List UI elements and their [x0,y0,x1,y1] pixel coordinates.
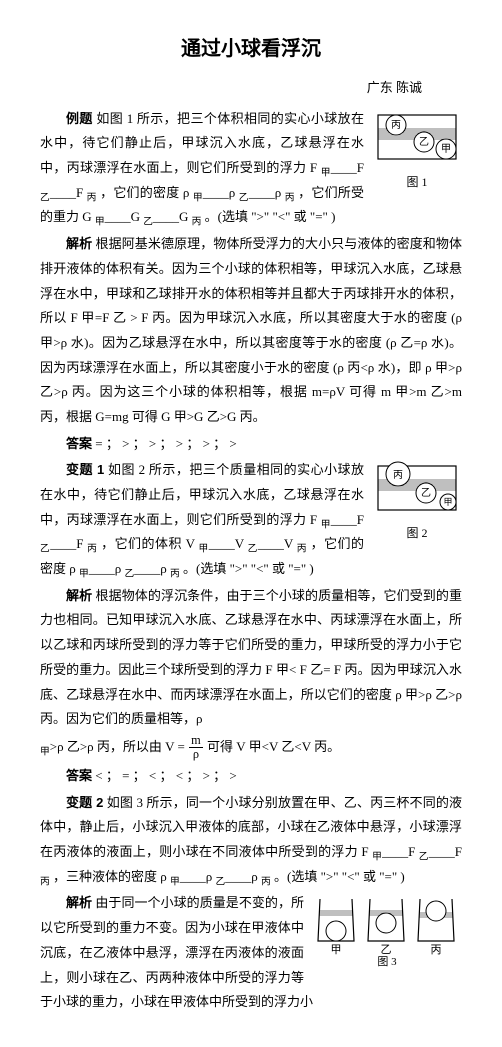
figure-2-svg: 丙 乙 甲 [372,460,462,522]
bianshi2-para: 变题 2 如图 3 所示，同一个小球分别放置在甲、乙、丙三杯不同的液体中，静止后… [40,791,462,890]
figure-1-caption: 图 1 [406,175,427,189]
liti-label: 例题 [66,111,93,126]
figure-1: 丙 乙 甲 图 1 [372,109,462,194]
jiexi-label-3: 解析 [66,895,92,910]
svg-text:图 3: 图 3 [377,955,397,967]
bianshi1-label: 变题 1 [66,462,104,477]
figure-3-svg: 甲 乙 丙 图 3 [312,893,462,967]
svg-text:甲: 甲 [443,497,452,507]
svg-text:乙: 乙 [381,943,392,956]
svg-text:乙: 乙 [421,487,431,499]
figure-1-svg: 丙 乙 甲 [372,109,462,171]
figure-2: 丙 乙 甲 图 2 [372,460,462,545]
svg-text:甲: 甲 [331,944,342,956]
fraction-m-rho: mρ [189,734,203,762]
figure-3: 甲 乙 丙 图 3 [312,893,462,967]
bianshi2-label: 变题 2 [66,795,103,810]
svg-text:丙: 丙 [431,944,442,956]
svg-text:丙: 丙 [391,120,401,131]
figure-2-caption: 图 2 [406,526,427,540]
svg-text:乙: 乙 [419,136,429,148]
svg-text:甲: 甲 [441,144,451,155]
jiexi-label-2: 解析 [66,588,92,603]
svg-text:丙: 丙 [393,470,403,481]
jiexi-label-1: 解析 [66,236,92,251]
daan1: 答案 = ； > ； > ； > ； > ； > [40,432,462,457]
jiexi1-para: 解析 根据阿基米德原理，物体所受浮力的大小只与液体的密度和物体排开液体的体积有关… [40,232,462,430]
daan2: 答案 < ； = ； < ； < ； > ； > [40,764,462,789]
jiexi2b-para: 甲>ρ 乙>ρ 丙，所以由 V = mρ 可得 V 甲<V 乙<V 丙。 [40,734,462,762]
page-title: 通过小球看浮沉 [40,30,462,68]
author: 广东 陈诚 [40,76,462,101]
jiexi2-para: 解析 根据物体的浮沉条件，由于三个小球的质量相等，它们受到的重力也相同。已知甲球… [40,584,462,732]
